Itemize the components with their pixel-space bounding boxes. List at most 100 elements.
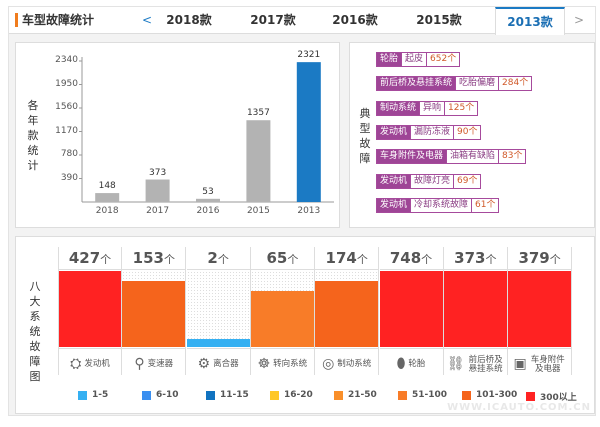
system-level-fill [186,339,250,347]
legend-item: 1-5 [78,390,108,400]
y-tick-label: 780 [60,149,78,159]
system-count: 174个 [315,247,379,270]
system-name: 变速器 [147,359,174,369]
system-column[interactable]: 153个 ⚲ 变速器 [122,247,187,375]
typical-fault-item[interactable]: 制动系统 异响 125个 [376,100,479,116]
system-count: 65个 [250,247,314,270]
prev-tab-button[interactable]: < [141,13,153,27]
bar-value-label: 53 [202,186,214,197]
legend-label: 21-50 [348,390,377,400]
typical-fault-item[interactable]: 发动机 冷却系统故障 61个 [376,197,500,213]
legend-swatch [462,390,471,400]
system-name: 前后桥及悬挂系统 [468,354,503,374]
legend-label: 16-20 [284,390,313,400]
legend-label: 101-300 [476,390,518,400]
fault-category: 发动机 [377,174,411,188]
tab-2018款[interactable]: 2018款 [166,13,212,27]
count-value: 379 [518,249,550,267]
system-count: 2个 [186,247,250,270]
count-value: 748 [389,249,422,267]
legend-label: 51-100 [412,390,448,400]
system-level-area [186,271,250,347]
legend-swatch [334,390,343,400]
tab-2013款[interactable]: 2013款 [495,7,565,35]
bar-2017[interactable] [145,179,170,202]
brake-disc-icon: ◎ [322,356,335,372]
battery-icon: ▣ [513,356,527,372]
bar-value-label: 2321 [297,50,321,61]
system-level-fill [59,271,121,347]
bar-value-label: 373 [149,167,167,178]
system-column[interactable]: 373个 ⛓ 前后桥及悬挂系统 [443,247,508,375]
typical-fault-item[interactable]: 发动机 故障灯亮 69个 [376,173,482,189]
system-level-area [59,271,121,347]
system-count: 427个 [59,247,121,270]
bar-2013[interactable] [296,62,321,203]
system-icon-cell: ◎ 制动系统 [315,348,379,380]
system-icon-cell: ⚲ 变速器 [122,348,186,380]
legend-swatch [270,390,279,400]
system-name: 制动系统 [337,359,372,369]
legend-swatch [142,390,151,400]
header: 车型故障统计 < 2018款 2017款 2016款 2015款 2013款 > [9,7,595,35]
bar-2016[interactable] [196,198,220,202]
y-tick-label: 1560 [55,102,78,112]
systems-panel: 八大系统故障图 427个 ⛭ 发动机 153个 ⚲ 变速器 2个 ⚙ 离合器 65个 ☸ 转向… [15,236,595,414]
next-tab-button[interactable]: > [573,13,585,27]
y-tick-label: 1170 [55,125,78,136]
system-icon-cell: ⚙ 离合器 [186,348,250,380]
fault-count: 69个 [453,174,480,188]
system-level-area [379,271,443,347]
count-value: 65 [266,249,288,267]
fault-count: 652个 [426,53,459,66]
typical-fault-item[interactable]: 发动机 漏防冻液 90个 [376,124,482,140]
legend-item: 16-20 [270,390,313,400]
system-column[interactable]: 379个 ▣ 车身附件及电器 [508,247,573,375]
system-name: 发动机 [84,359,110,369]
system-level-fill [315,280,379,347]
systems-label: 八大系统故障图 [29,280,41,383]
system-column[interactable]: 427个 ⛭ 发动机 [58,247,122,375]
watermark: WWW.ICAUTO.COM.CN [447,402,591,413]
fault-description: 吃胎偏磨 [455,77,498,91]
system-column[interactable]: 2个 ⚙ 离合器 [186,247,251,375]
legend-label: 6-10 [156,390,179,400]
system-icon-cell: ⬮ 轮胎 [379,348,443,380]
clutch-icon: ⚙ [197,356,211,372]
gear-shift-icon: ⚲ [134,356,145,372]
bar-2018[interactable] [95,193,120,202]
y-tick-label: 1950 [55,78,78,89]
system-column[interactable]: 65个 ☸ 转向系统 [250,247,315,375]
tab-2017款[interactable]: 2017款 [250,13,296,27]
typical-faults-label: 典型故障 [359,107,371,165]
tire-icon: ⬮ [396,356,406,372]
tab-2015款[interactable]: 2015款 [416,13,462,27]
system-level-area [315,271,379,347]
system-level-area [250,271,314,347]
system-name: 转向系统 [273,359,308,369]
system-icon-cell: ▣ 车身附件及电器 [508,348,572,380]
tab-2016款[interactable]: 2016款 [332,13,378,27]
y-tick-label: 2340 [55,55,78,65]
typical-fault-item[interactable]: 前后桥及悬挂系统 吃胎偏磨 284个 [376,76,533,92]
system-level-area [508,271,572,347]
typical-fault-item[interactable]: 车身附件及电器 油箱有缺陷 83个 [376,149,527,165]
bar-2015[interactable] [246,120,271,202]
x-tick-label: 2015 [246,206,270,216]
system-level-fill [443,271,507,347]
fault-stats-widget: 车型故障统计 < 2018款 2017款 2016款 2015款 2013款 > 各年款… [8,6,596,416]
system-column[interactable]: 748个 ⬮ 轮胎 [379,247,444,375]
year-chart-panel: 各年款统计 390 780 1170 1560 1950 2340 148 2018 373 20… [15,42,340,228]
legend-item: 300以上 [526,390,577,403]
count-unit: 个 [485,253,497,266]
legend-label: 11-15 [220,390,249,400]
fault-description: 油箱有缺陷 [446,150,498,164]
count-unit: 个 [356,253,368,266]
x-tick-label: 2013 [297,206,321,216]
typical-fault-item[interactable]: 轮胎 起皮 652个 [376,52,461,67]
system-column[interactable]: 174个 ◎ 制动系统 [315,247,380,375]
fault-description: 漏防冻液 [410,125,453,139]
system-level-fill [122,280,186,347]
count-value: 427 [68,249,101,267]
fault-description: 起皮 [401,53,426,66]
